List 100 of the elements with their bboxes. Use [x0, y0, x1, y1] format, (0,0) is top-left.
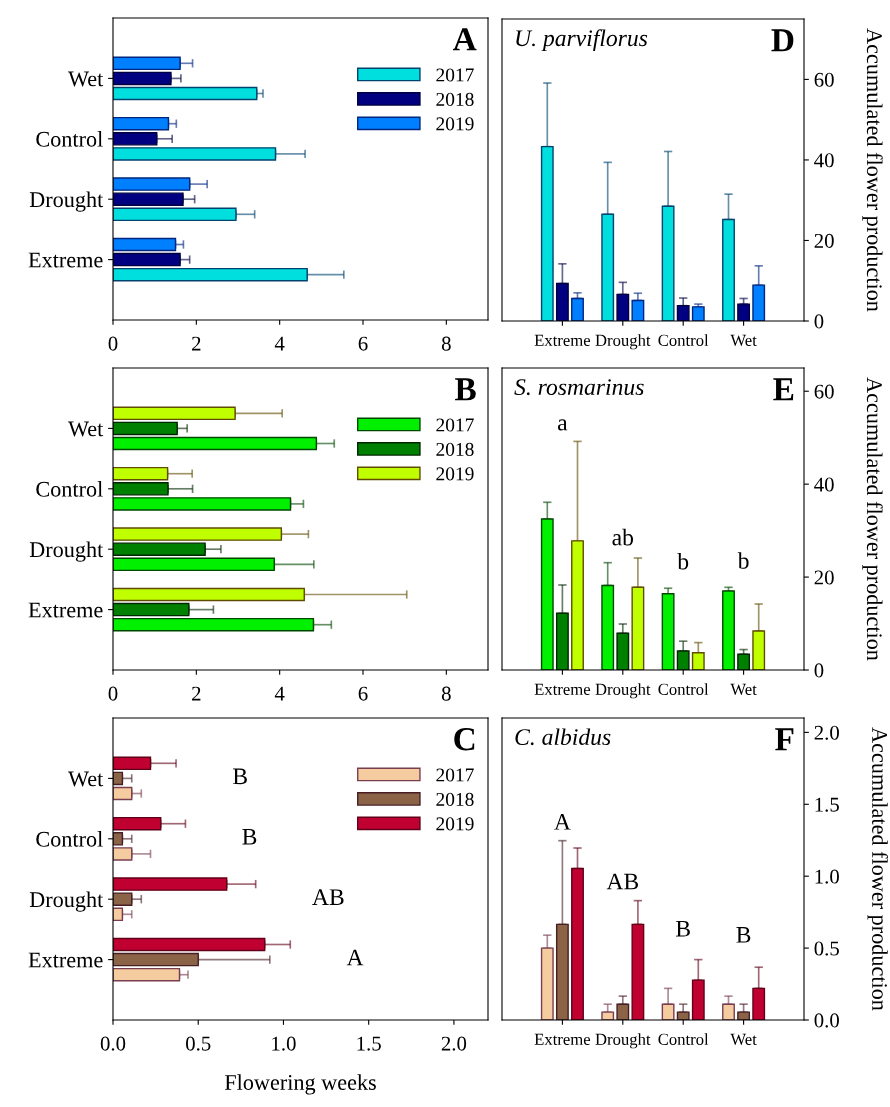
bar — [752, 987, 766, 1020]
bar — [113, 71, 172, 86]
y-tick-label: Extreme — [28, 952, 103, 968]
bar — [661, 1003, 675, 1020]
legend-label: 2018 — [436, 442, 474, 456]
annotation: F — [775, 728, 794, 751]
bar — [113, 466, 169, 481]
bar — [113, 877, 228, 891]
chart-title: S. rosmarinus — [514, 379, 644, 396]
chart-title: C. albidus — [515, 728, 611, 746]
annotation: C — [454, 728, 475, 751]
annotation: AB — [312, 889, 344, 905]
legend-label: 2018 — [436, 92, 474, 106]
y-tick-label: Drought — [29, 191, 104, 212]
x-tick-label: Drought — [595, 1033, 651, 1049]
x-tick-label: Wet — [730, 1033, 757, 1046]
bar — [737, 653, 751, 670]
x-tick-label: Control — [658, 683, 709, 695]
x-tick-label: Drought — [595, 334, 651, 350]
y-tick-label: Drought — [29, 891, 104, 912]
bar — [113, 832, 124, 846]
bar — [113, 406, 236, 421]
bar — [113, 147, 277, 161]
bar — [661, 593, 675, 670]
chart-title: U. parviflorus — [516, 29, 648, 51]
bar — [113, 527, 283, 541]
y-axis-title: Accumulated flower production — [867, 727, 888, 1011]
x-tick-label: 1.0 — [272, 1036, 296, 1051]
y-tick-label: Wet — [68, 771, 104, 787]
bar — [571, 540, 584, 670]
bar — [555, 282, 569, 321]
bar — [722, 1003, 735, 1020]
legend-label: 2017 — [436, 68, 474, 82]
bar — [601, 213, 615, 321]
legend-label: 2019 — [436, 467, 474, 481]
x-tick-label: Drought — [595, 683, 651, 699]
x-tick-label: 0.0 — [100, 1036, 126, 1051]
legend-label: 2018 — [436, 792, 474, 806]
y-tick-label: Wet — [68, 421, 104, 437]
bar — [113, 421, 178, 436]
bar — [752, 630, 766, 670]
bar — [113, 542, 206, 556]
x-tick-label: 0.5 — [186, 1036, 211, 1051]
bar — [616, 632, 630, 670]
bar — [113, 86, 258, 101]
x-axis-title: Flowering weeks — [224, 1074, 376, 1095]
bar — [113, 237, 177, 252]
x-tick-label: 8 — [441, 686, 451, 701]
y-tick-label: Control — [36, 131, 103, 147]
bar — [113, 952, 199, 967]
bar — [631, 299, 645, 321]
bar — [113, 967, 181, 982]
bar — [113, 177, 191, 191]
bar — [722, 218, 735, 321]
x-tick-label: 2 — [192, 686, 201, 701]
y-axis-title: Accumulated flower production — [862, 28, 883, 312]
x-tick-label: 8 — [441, 336, 451, 351]
bar — [676, 305, 690, 321]
annotation: B — [736, 927, 751, 943]
bar — [555, 923, 569, 1020]
x-tick-label: Control — [658, 1033, 709, 1045]
bar — [113, 816, 162, 831]
x-tick-label: 4 — [274, 686, 285, 701]
y-tick-label: 20 — [814, 233, 834, 248]
bar — [113, 771, 124, 786]
bar — [737, 1011, 751, 1020]
y-tick-label: 60 — [814, 384, 834, 399]
y-tick-label: Control — [36, 481, 103, 497]
bar — [113, 116, 170, 131]
annotation: b — [737, 552, 749, 569]
bar — [113, 207, 237, 222]
bar — [113, 937, 266, 952]
bar — [113, 132, 158, 146]
y-tick-label: 0 — [814, 314, 824, 329]
annotation: B — [233, 768, 247, 785]
legend-label: 2019 — [436, 117, 474, 131]
x-tick-label: 2.0 — [441, 1036, 467, 1051]
annotation: E — [773, 378, 794, 401]
bar — [113, 786, 133, 801]
bar — [676, 1011, 690, 1020]
bar — [113, 482, 169, 496]
bar — [113, 756, 152, 771]
bar — [113, 436, 318, 451]
bar — [691, 979, 705, 1020]
legend-label: 2017 — [436, 418, 474, 432]
bar — [571, 297, 584, 321]
x-tick-label: 4 — [274, 336, 285, 351]
y-tick-label: 0.5 — [814, 941, 839, 956]
y-tick-label: Extreme — [28, 602, 103, 618]
y-tick-label: 60 — [814, 72, 834, 87]
bar — [540, 145, 554, 321]
legend-label: 2017 — [436, 768, 474, 782]
x-tick-label: 0 — [108, 336, 118, 351]
annotation: ab — [612, 528, 634, 546]
annotation: A — [346, 949, 364, 966]
bar — [113, 587, 305, 602]
annotation: B — [455, 378, 476, 401]
bar — [540, 947, 554, 1020]
x-tick-label: 0 — [108, 686, 118, 701]
bar — [631, 923, 645, 1020]
